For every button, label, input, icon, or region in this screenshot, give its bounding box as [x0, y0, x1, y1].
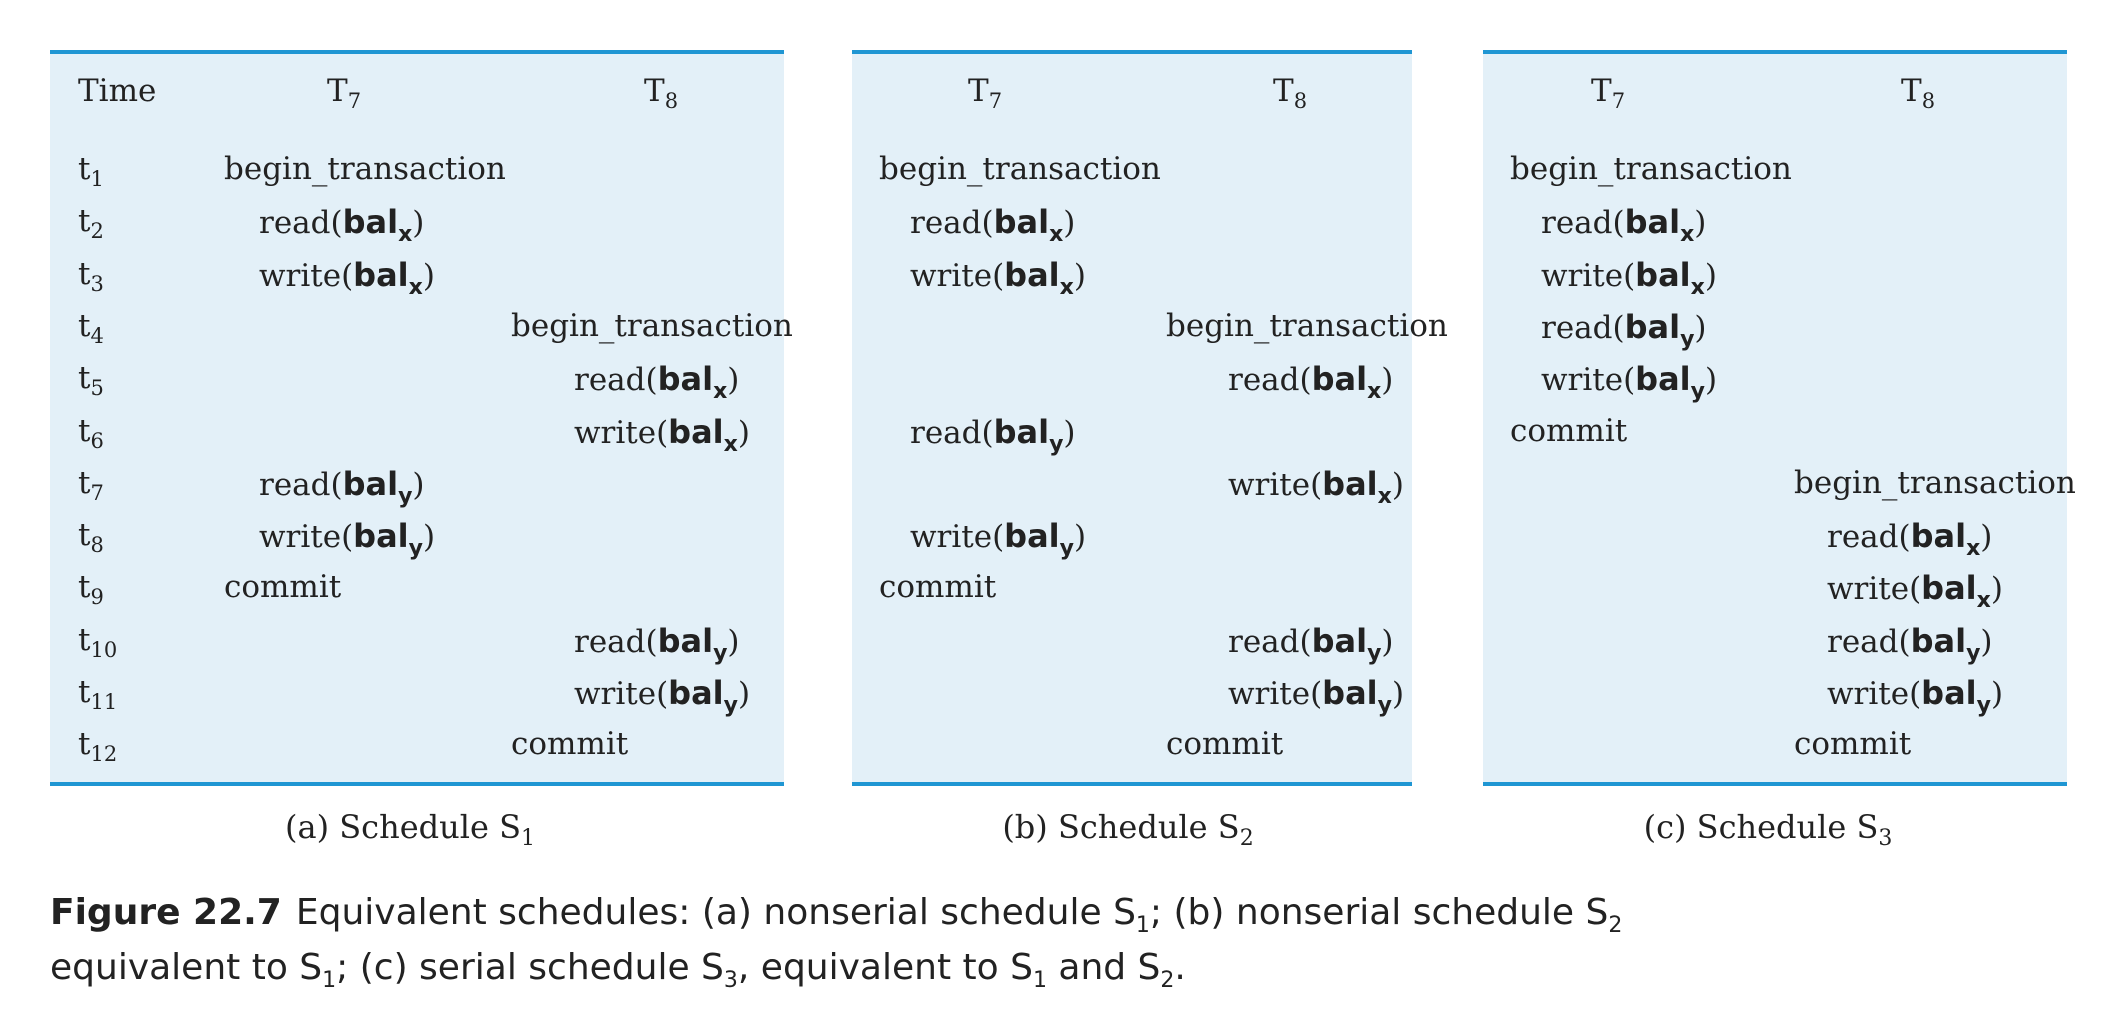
variable-balx: balx: [668, 412, 738, 457]
time-cell: t9: [78, 569, 104, 610]
t7-operation: write(balx): [910, 255, 1086, 300]
t8-operation: begin_transaction: [511, 307, 793, 344]
transaction-t8-header: T8: [644, 73, 679, 113]
variable-baly: baly: [668, 674, 738, 718]
time-cell: t6: [78, 412, 104, 453]
t7-operation: write(baly): [910, 517, 1087, 562]
time-cell: t4: [78, 307, 104, 348]
time-cell: t8: [78, 517, 104, 558]
t8-operation: read(balx): [1228, 360, 1394, 405]
variable-baly: baly: [1004, 517, 1074, 562]
t7-operation: begin_transaction: [1510, 151, 1792, 187]
t8-operation: commit: [1166, 726, 1284, 763]
schedule-s1-caption: (a) Schedule S1: [285, 808, 535, 851]
time-column-header: Time: [78, 73, 157, 109]
variable-balx: balx: [1311, 360, 1382, 405]
time-cell: t10: [78, 621, 118, 662]
t8-operation: read(baly): [574, 621, 740, 666]
time-cell: t2: [78, 203, 104, 244]
variable-baly: baly: [1322, 674, 1392, 718]
schedule-s2-table: T7 T8 begin_transaction read(balx) write(bal…: [852, 50, 1448, 786]
time-cell: t1: [78, 151, 104, 191]
variable-balx: balx: [353, 255, 423, 300]
variable-balx: balx: [342, 203, 413, 248]
variable-baly: baly: [1910, 621, 1981, 666]
variable-baly: baly: [353, 517, 423, 562]
transaction-t8-header: T8: [1273, 73, 1308, 113]
t8-operation: read(baly): [1228, 621, 1394, 666]
figure-number: Figure 22.7: [50, 892, 282, 933]
t7-operation: read(balx): [1541, 203, 1707, 248]
time-cell: t5: [78, 360, 104, 401]
variable-baly: baly: [1635, 360, 1705, 405]
t7-operation: commit: [1510, 412, 1628, 449]
t7-operation: write(balx): [1541, 255, 1717, 300]
variable-balx: balx: [1921, 569, 1991, 614]
t7-operation: begin_transaction: [224, 151, 506, 187]
variable-baly: baly: [657, 621, 728, 666]
t8-operation: write(balx): [1827, 569, 2003, 614]
t8-operation: begin_transaction: [1166, 307, 1448, 344]
t7-operation: read(balx): [910, 203, 1076, 248]
t8-operation: commit: [1794, 726, 1912, 763]
variable-balx: balx: [1635, 255, 1705, 300]
variable-balx: balx: [657, 360, 728, 405]
t7-operation: write(balx): [259, 255, 435, 300]
t7-operation: commit: [879, 569, 997, 606]
transaction-t7-header: T7: [968, 73, 1003, 113]
t7-operation: write(baly): [1541, 360, 1718, 405]
transaction-t8-header: T8: [1901, 73, 1936, 113]
variable-balx: balx: [1004, 255, 1074, 300]
variable-baly: baly: [342, 464, 413, 509]
figure-caption: Figure 22.7 Equivalent schedules: (a) non…: [50, 892, 1623, 993]
t8-operation: read(balx): [1827, 517, 1993, 562]
variable-baly: baly: [1921, 674, 1991, 718]
variable-baly: baly: [1311, 621, 1382, 666]
variable-balx: balx: [1910, 517, 1981, 562]
t7-operation: read(baly): [259, 464, 425, 509]
t8-operation: write(baly): [1228, 674, 1405, 718]
variable-balx: balx: [993, 203, 1064, 248]
time-cell: t11: [78, 674, 118, 714]
t8-operation: write(balx): [574, 412, 750, 457]
time-cell: t7: [78, 464, 104, 505]
schedule-s3-caption: (c) Schedule S3: [1643, 808, 1893, 851]
t7-operation: write(baly): [259, 517, 436, 562]
variable-baly: baly: [993, 412, 1064, 457]
schedule-s2-caption: (b) Schedule S2: [1002, 808, 1254, 851]
transaction-t7-header: T7: [327, 73, 362, 113]
t8-operation: begin_transaction: [1794, 464, 2076, 501]
schedule-s3-table: T7 T8 begin_transaction read(balx) write(bal…: [1483, 50, 2076, 786]
t7-operation: read(baly): [1541, 307, 1707, 352]
time-cell: t12: [78, 726, 118, 767]
t8-operation: read(baly): [1827, 621, 1993, 666]
t8-operation: write(balx): [1228, 464, 1404, 509]
t7-operation: read(baly): [910, 412, 1076, 457]
t8-operation: read(balx): [574, 360, 740, 405]
variable-balx: balx: [1322, 464, 1392, 509]
variable-balx: balx: [1624, 203, 1695, 248]
t8-operation: write(baly): [574, 674, 751, 718]
variable-baly: baly: [1624, 307, 1695, 352]
time-cell: t3: [78, 255, 104, 296]
schedule-s1-table: Time T7 T8 t1 begin_transaction t2 read(balx) t…: [50, 50, 793, 786]
t8-operation: write(baly): [1827, 674, 2004, 718]
t7-operation: commit: [224, 569, 342, 606]
t7-operation: read(balx): [259, 203, 425, 248]
transaction-t7-header: T7: [1591, 73, 1626, 113]
t7-operation: begin_transaction: [879, 151, 1161, 187]
t8-operation: commit: [511, 726, 629, 763]
